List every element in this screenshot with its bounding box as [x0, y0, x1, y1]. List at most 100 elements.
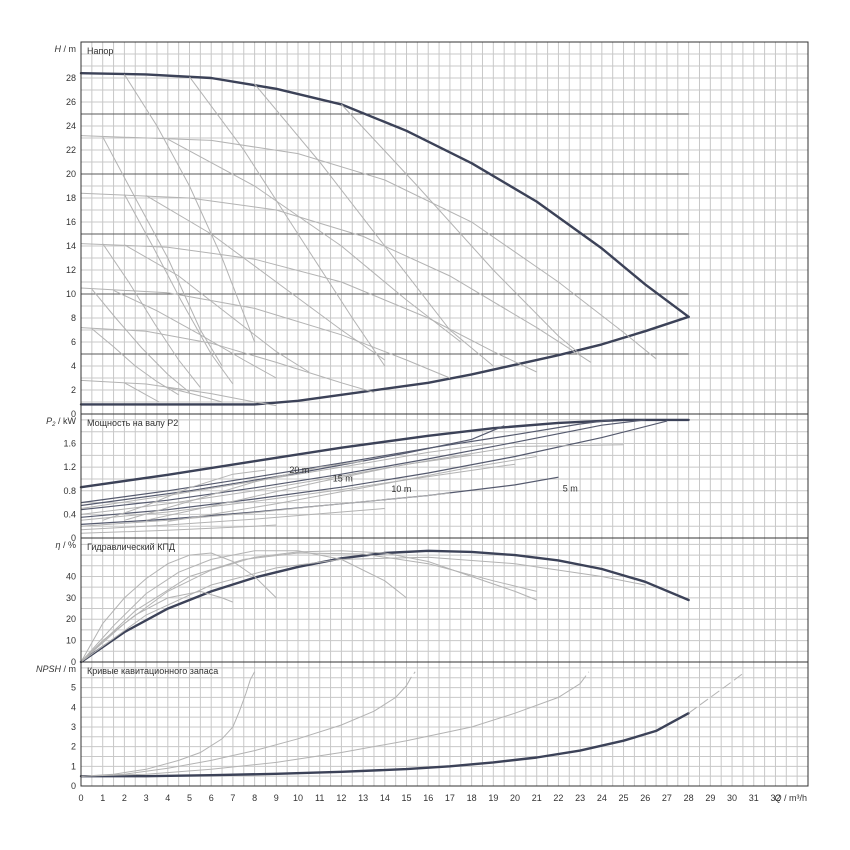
series-line	[80, 550, 537, 663]
x-tick-label: 19	[488, 793, 498, 803]
x-tick-label: 23	[575, 793, 585, 803]
series-line	[102, 469, 266, 521]
series-line	[579, 671, 590, 684]
series-line	[167, 387, 223, 403]
x-tick-label: 17	[445, 793, 455, 803]
series-line	[80, 192, 592, 363]
y-tick-label: 40	[66, 571, 76, 581]
y-tick-label: 20	[66, 169, 76, 179]
x-tick-label: 20	[510, 793, 520, 803]
y-tick-label: 30	[66, 593, 76, 603]
x-tick-label: 29	[705, 793, 715, 803]
series-line	[124, 382, 160, 403]
x-axis: 0 1 2 3 4 5 6 7 8 9 10 11 12 13 14 15 16 17 18 19 20 21 22 23 24…	[78, 793, 807, 803]
y-tick-label: 1.2	[63, 462, 76, 472]
series-line	[341, 104, 581, 355]
y-tick-label: 0	[71, 533, 76, 543]
x-tick-label: 8	[252, 793, 257, 803]
panel-frame	[80, 661, 809, 787]
series-line	[80, 685, 407, 777]
series-line	[80, 492, 450, 527]
series-line	[79, 315, 690, 406]
x-tick-label: 14	[380, 793, 390, 803]
panel-frame	[80, 413, 809, 539]
series-line	[167, 138, 462, 343]
series-line	[102, 243, 201, 388]
series-line	[80, 243, 537, 373]
x-tick-label: 25	[619, 793, 629, 803]
series-line	[80, 419, 613, 504]
x-tick-label: 1	[100, 793, 105, 803]
y-tick-label: 8	[71, 313, 76, 323]
x-tick-label: 22	[553, 793, 563, 803]
x-tick-label: 32	[770, 793, 780, 803]
y-tick-label: 12	[66, 265, 76, 275]
series-line	[80, 444, 624, 515]
series-line	[80, 443, 494, 509]
curve-label: 15 m	[333, 473, 353, 483]
y-tick-label: 16	[66, 217, 76, 227]
series-line	[80, 419, 646, 511]
x-tick-label: 3	[144, 793, 149, 803]
panel-npsh: 0 1 2 3 4 5 Кривые кавитационного запаса NPSH /…	[36, 661, 809, 791]
x-tick-label: 18	[467, 793, 477, 803]
series-line	[91, 328, 179, 396]
y-tick-label: 14	[66, 241, 76, 251]
series-line	[80, 556, 646, 663]
y-tick-label: 0	[71, 409, 76, 419]
x-tick-label: 0	[78, 793, 83, 803]
x-tick-label: 16	[423, 793, 433, 803]
x-tick-label: 11	[315, 793, 324, 803]
curve-label: 20 m	[289, 465, 309, 475]
series-line	[80, 287, 451, 379]
panel-title: Кривые кавитационного запаса	[87, 666, 218, 676]
y-axis-label: η / %	[55, 540, 76, 550]
x-tick-label: 2	[122, 793, 127, 803]
y-axis-label: NPSH / m	[36, 664, 76, 674]
y-tick-label: 6	[71, 337, 76, 347]
series-line	[249, 671, 256, 680]
series-line	[80, 327, 375, 393]
series-line	[189, 76, 386, 367]
series-line	[123, 194, 234, 385]
y-tick-label: 20	[66, 614, 76, 624]
x-tick-label: 5	[187, 793, 192, 803]
series-line	[406, 671, 416, 686]
series-line	[91, 288, 190, 393]
series-line	[80, 552, 277, 663]
x-tick-label: 31	[749, 793, 759, 803]
x-tick-label: 21	[532, 793, 542, 803]
series-line	[254, 83, 494, 367]
y-axis-label: P2 / kW	[46, 416, 76, 428]
y-axis-label: H / m	[55, 44, 77, 54]
x-tick-label: 26	[640, 793, 650, 803]
series-line	[688, 671, 746, 714]
curve-label: 10 m	[391, 484, 411, 494]
series-line	[113, 289, 277, 379]
y-tick-label: 0	[71, 657, 76, 667]
y-tick-label: 2	[71, 385, 76, 395]
y-tick-label: 1	[71, 761, 76, 771]
series-line	[79, 712, 690, 778]
panel-frame	[80, 41, 809, 415]
series-line	[124, 460, 364, 521]
x-tick-label: 7	[230, 793, 235, 803]
x-tick-label: 13	[358, 793, 368, 803]
x-tick-label: 9	[274, 793, 279, 803]
y-tick-label: 4	[71, 361, 76, 371]
series-line	[80, 550, 407, 663]
panel-efficiency: 0 10 20 30 40 Гидравлический КПД η / %	[55, 537, 809, 667]
curve-label: 5 m	[563, 483, 578, 493]
y-tick-label: 4	[71, 702, 76, 712]
y-tick-label: 0.8	[63, 486, 76, 496]
series-line	[145, 454, 472, 521]
series-line	[80, 683, 581, 777]
panel-title: Гидравлический КПД	[87, 542, 175, 552]
x-tick-label: 4	[165, 793, 170, 803]
y-tick-label: 3	[71, 722, 76, 732]
y-tick-label: 5	[71, 683, 76, 693]
series-line	[124, 244, 310, 373]
y-tick-label: 1.6	[63, 439, 76, 449]
